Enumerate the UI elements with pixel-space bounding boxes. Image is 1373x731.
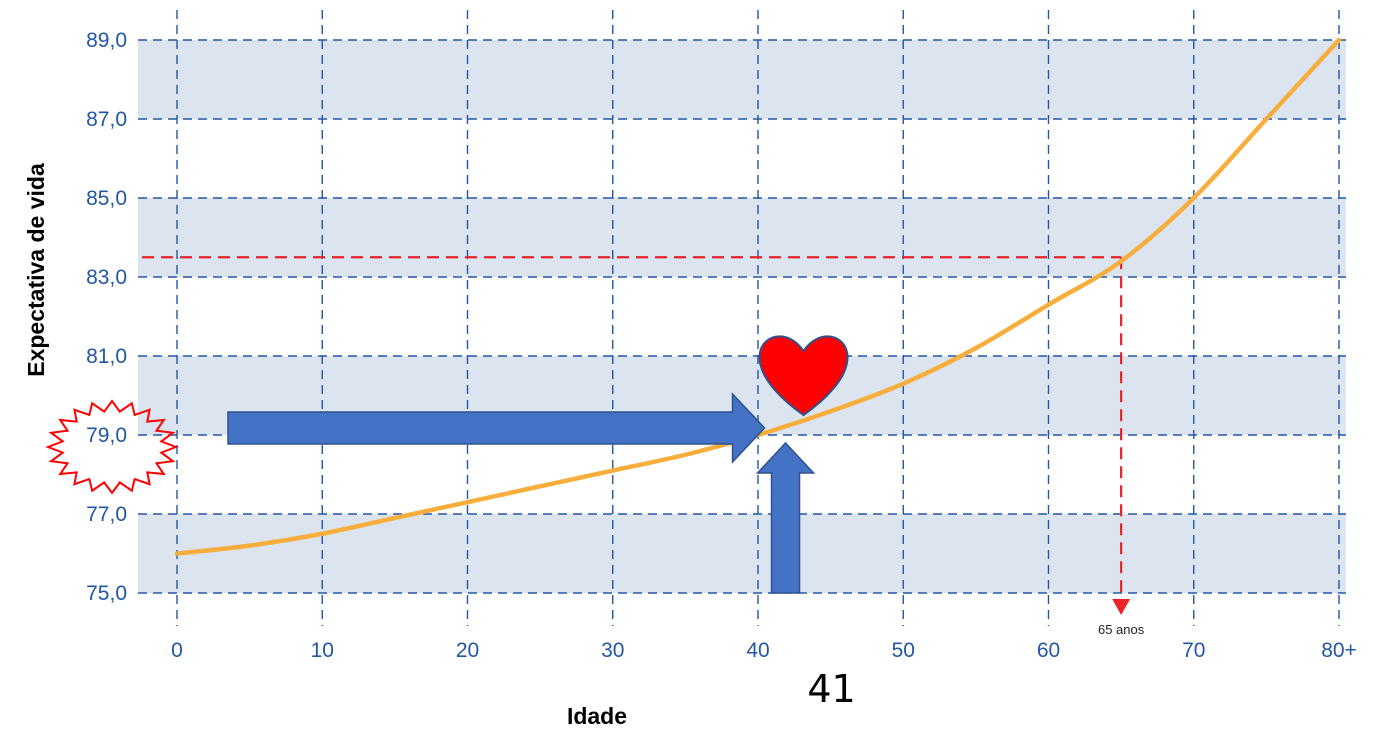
annotation-overlay <box>45 335 849 594</box>
y-tick-label: 87,0 <box>86 108 127 131</box>
starburst-icon <box>45 399 179 495</box>
x-tick-label: 30 <box>601 639 624 662</box>
heart-icon <box>758 335 849 417</box>
x-tick-label: 70 <box>1182 639 1205 662</box>
y-tick-label: 75,0 <box>86 582 127 605</box>
vertical-gridlines <box>176 10 1340 626</box>
x-axis-title: Idade <box>567 703 627 729</box>
y-tick-labels: 75,0 77,0 79,0 81,0 83,0 85,0 87,0 89,0 <box>86 29 127 605</box>
horizontal-arrow-icon <box>227 392 766 464</box>
x-tick-label: 60 <box>1037 639 1060 662</box>
series-line <box>174 37 1342 556</box>
reference-lines <box>142 256 1131 615</box>
y-tick-label: 89,0 <box>86 29 127 52</box>
y-tick-label: 83,0 <box>86 266 127 289</box>
shaded-band <box>138 514 1346 593</box>
reference-age-label: 65 anos <box>1098 622 1145 637</box>
y-tick-label: 79,0 <box>86 424 127 447</box>
x-tick-label: 50 <box>892 639 915 662</box>
shaded-band <box>138 198 1346 277</box>
x-tick-label: 10 <box>311 639 334 662</box>
x-tick-label: 20 <box>456 639 479 662</box>
shaded-band <box>138 40 1346 119</box>
highlight-age-label: 41 <box>807 667 855 711</box>
x-tick-label: 0 <box>171 639 183 662</box>
y-tick-label: 81,0 <box>86 345 127 368</box>
reference-arrowhead-icon <box>1112 599 1131 615</box>
y-axis-title: Expectativa de vida <box>23 163 49 377</box>
x-tick-labels: 0 10 20 30 40 50 60 70 80+ <box>171 639 1357 662</box>
horizontal-gridlines <box>138 39 1346 594</box>
x-tick-label: 80+ <box>1321 639 1357 662</box>
band-group <box>138 40 1346 593</box>
vertical-arrow-icon <box>755 441 816 594</box>
x-tick-label: 40 <box>746 639 769 662</box>
y-tick-label: 85,0 <box>86 187 127 210</box>
y-tick-label: 77,0 <box>86 503 127 526</box>
